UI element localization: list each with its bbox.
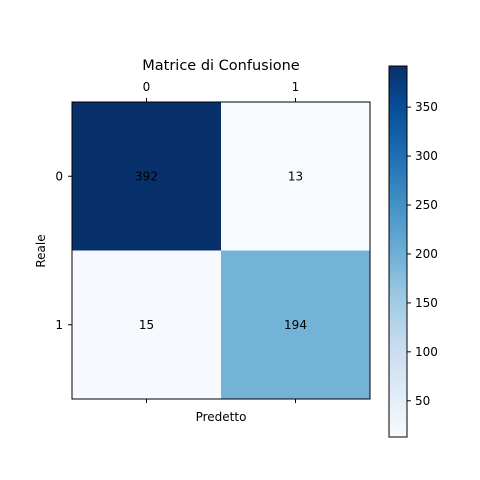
heatmap-cell-labels: 392 13 15 194 bbox=[135, 169, 307, 332]
colorbar-tick-label: 300 bbox=[415, 149, 438, 163]
heatmap-cell bbox=[221, 250, 371, 400]
heatmap-cell bbox=[72, 250, 222, 400]
y-axis-ticks: 01 bbox=[55, 169, 72, 332]
colorbar-tick-label: 150 bbox=[415, 296, 438, 310]
colorbar bbox=[388, 65, 408, 438]
y-axis-label: Reale bbox=[34, 234, 48, 267]
colorbar-ticks: 50 100 150 200 250 300 350 bbox=[407, 100, 438, 408]
y-tick-label: 1 bbox=[55, 318, 63, 332]
colorbar-tick-label: 250 bbox=[415, 198, 438, 212]
colorbar-tick-label: 50 bbox=[415, 394, 430, 408]
y-tick-label: 0 bbox=[55, 169, 63, 183]
heatmap-cell bbox=[221, 102, 371, 251]
cell-value-label: 13 bbox=[288, 169, 303, 183]
cell-value-label: 15 bbox=[139, 318, 154, 332]
colorbar-tick-label: 200 bbox=[415, 247, 438, 261]
heatmap-cells bbox=[72, 102, 371, 400]
cell-value-label: 194 bbox=[284, 318, 307, 332]
cell-value-label: 392 bbox=[135, 169, 158, 183]
x-tick-label: 0 bbox=[143, 80, 151, 94]
heatmap-cell bbox=[72, 102, 222, 251]
plot-frame bbox=[71, 101, 371, 400]
x-tick-label: 1 bbox=[292, 80, 300, 94]
x-axis-label: Predetto bbox=[196, 410, 247, 424]
colorbar-tick-label: 100 bbox=[415, 345, 438, 359]
colorbar-tick-label: 350 bbox=[415, 100, 438, 114]
chart-title: Matrice di Confusione bbox=[142, 58, 300, 74]
